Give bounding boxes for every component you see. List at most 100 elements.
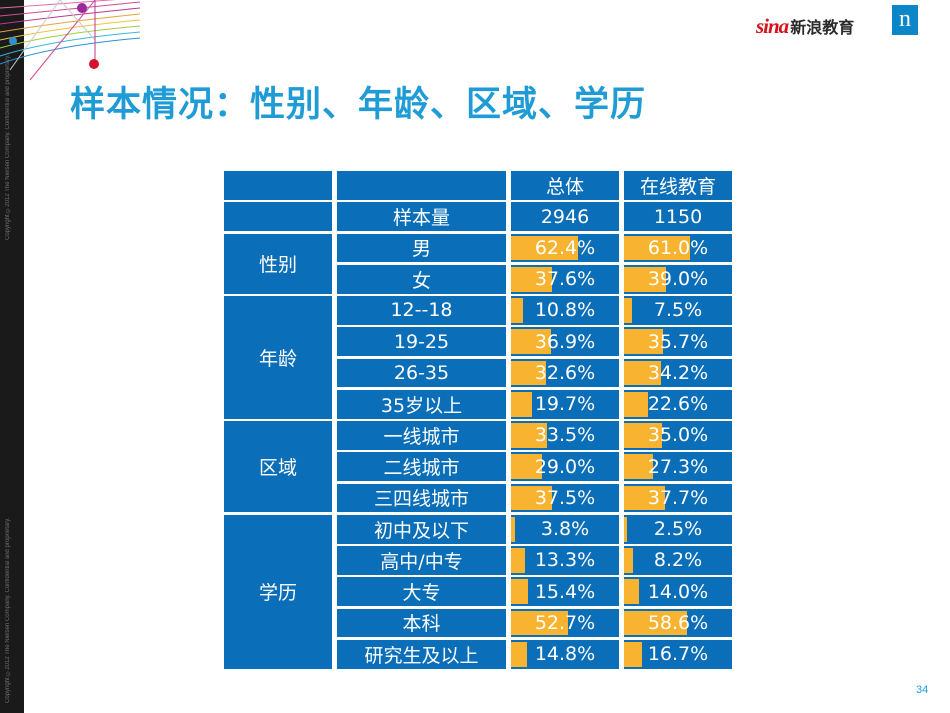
percent-bar — [624, 485, 665, 511]
percent-bar — [511, 454, 543, 479]
total-value-cell: 13.3% — [511, 546, 619, 575]
header-cell: 总体 — [511, 171, 619, 200]
percent-bar — [624, 641, 643, 667]
total-value-cell: 3.8% — [511, 514, 619, 544]
cell-text: 初中及以下 — [373, 519, 469, 542]
total-value-cell: 14.8% — [511, 639, 619, 669]
cell-text: 女 — [411, 269, 431, 292]
cell-text: 三四线城市 — [373, 488, 469, 511]
percent-bar — [511, 579, 528, 604]
percent-bar — [624, 548, 633, 573]
row-label-cell: 一线城市 — [337, 421, 506, 450]
cell-text: 10.8% — [534, 299, 596, 322]
page-number: 34 — [916, 684, 929, 696]
percent-bar — [511, 610, 568, 636]
percent-bar — [624, 454, 654, 479]
cell-text: 34.2% — [647, 361, 709, 384]
online-value-cell: 35.7% — [624, 327, 732, 356]
cell-text: 12--18 — [390, 299, 453, 322]
cell-text: 37.6% — [534, 268, 596, 291]
row-label-cell: 研究生及以上 — [337, 639, 506, 669]
cell-text: 62.4% — [534, 236, 596, 259]
percent-bar — [624, 391, 649, 417]
cell-text: 区域 — [258, 457, 297, 480]
online-value-cell: 22.6% — [624, 389, 732, 419]
percent-bar — [511, 423, 548, 448]
online-value-cell: 7.5% — [624, 296, 732, 325]
cell-text: 37.5% — [534, 486, 596, 509]
sina-logo-mark: sina — [756, 13, 789, 38]
cell-text: 本科 — [402, 613, 441, 636]
cell-text: 二线城市 — [383, 457, 460, 480]
online-value-cell: 37.7% — [624, 483, 732, 513]
cell-text: 总体 — [545, 175, 584, 198]
row-label-cell: 女 — [337, 264, 506, 294]
sample-total-cell: 2946 — [511, 202, 619, 231]
nielsen-logo: n — [892, 5, 918, 35]
cell-text: 研究生及以上 — [364, 644, 479, 667]
percent-bar — [511, 641, 527, 667]
cell-text: 8.2% — [653, 549, 703, 572]
left-sidebar: Copyright ©2012 The Nielsen Company. Con… — [0, 0, 24, 713]
cell-text: 39.0% — [647, 268, 709, 291]
group-label-cell: 年龄 — [224, 296, 332, 419]
online-value-cell: 8.2% — [624, 546, 732, 575]
row-label-cell: 12--18 — [337, 296, 506, 325]
percent-bar — [511, 360, 547, 386]
percent-bar — [511, 235, 579, 261]
cell-text: 19.7% — [534, 393, 596, 416]
header-cell: 在线教育 — [624, 171, 732, 200]
cell-text: 2946 — [540, 205, 590, 228]
percent-bar — [511, 548, 526, 573]
cell-text: 一线城市 — [383, 425, 460, 448]
sina-education-logo: sina 新浪教育 — [756, 10, 854, 42]
online-value-cell: 2.5% — [624, 514, 732, 544]
percent-bar — [511, 298, 523, 323]
total-value-cell: 37.5% — [511, 483, 619, 513]
row-label-cell: 大专 — [337, 577, 506, 606]
online-value-cell: 34.2% — [624, 358, 732, 388]
header-cell — [224, 171, 332, 200]
percent-bar — [624, 423, 662, 448]
cell-text: 61.0% — [647, 236, 709, 259]
cell-text: 26-35 — [393, 361, 450, 384]
total-value-cell: 37.6% — [511, 264, 619, 294]
sample-label-cell: 样本量 — [337, 202, 506, 231]
deco-dot-red — [89, 59, 99, 69]
percent-bar — [511, 516, 516, 542]
cell-text: 14.8% — [534, 643, 596, 666]
cell-text: 在线教育 — [639, 175, 716, 198]
cell-text: 35.7% — [647, 330, 709, 353]
page-title: 样本情况：性别、年龄、区域、学历 — [70, 85, 647, 125]
cell-text: 1150 — [653, 205, 703, 228]
cell-text: 学历 — [258, 582, 297, 605]
cell-text: 14.0% — [647, 580, 709, 603]
sample-online-cell: 1150 — [624, 202, 732, 231]
group-label-cell: 学历 — [224, 514, 332, 669]
row-label-cell: 19-25 — [337, 327, 506, 356]
percent-bar — [624, 298, 633, 323]
total-value-cell: 52.7% — [511, 608, 619, 638]
percent-bar — [511, 391, 533, 417]
group-label-cell: 区域 — [224, 421, 332, 513]
percent-bar — [624, 329, 663, 354]
row-label-cell: 26-35 — [337, 358, 506, 388]
total-value-cell: 32.6% — [511, 358, 619, 388]
online-value-cell: 35.0% — [624, 421, 732, 450]
cell-text: 2.5% — [653, 518, 703, 541]
cell-text: 年龄 — [258, 347, 297, 370]
percent-bar — [624, 516, 627, 542]
online-value-cell: 61.0% — [624, 233, 732, 263]
header-cell — [337, 171, 506, 200]
sina-logo-name: 新浪教育 — [790, 18, 855, 37]
cell-text: 高中/中专 — [380, 550, 463, 573]
online-value-cell: 16.7% — [624, 639, 732, 669]
cell-text: 22.6% — [647, 393, 709, 416]
online-value-cell: 58.6% — [624, 608, 732, 638]
percent-bar — [624, 360, 661, 386]
cell-text: 35.0% — [647, 424, 709, 447]
total-value-cell: 10.8% — [511, 296, 619, 325]
row-label-cell: 本科 — [337, 608, 506, 638]
row-label-cell: 高中/中专 — [337, 546, 506, 575]
